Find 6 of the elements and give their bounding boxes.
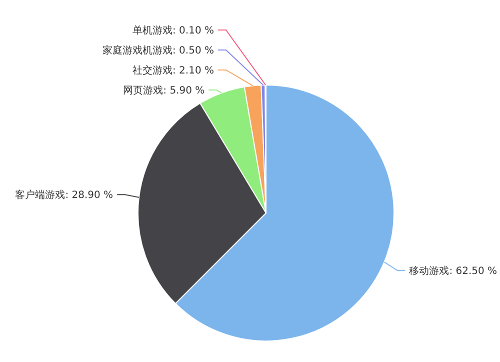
slice-label: 网页游戏: 5.90 % bbox=[123, 84, 205, 96]
slice-label: 单机游戏: 0.10 % bbox=[132, 24, 214, 36]
slice-label: 家庭游戏机游戏: 0.50 % bbox=[102, 44, 214, 56]
slice-label: 社交游戏: 2.10 % bbox=[132, 64, 214, 76]
slice-label: 移动游戏: 62.50 % bbox=[409, 264, 498, 277]
slice-label: 客户端游戏: 28.90 % bbox=[15, 189, 114, 202]
